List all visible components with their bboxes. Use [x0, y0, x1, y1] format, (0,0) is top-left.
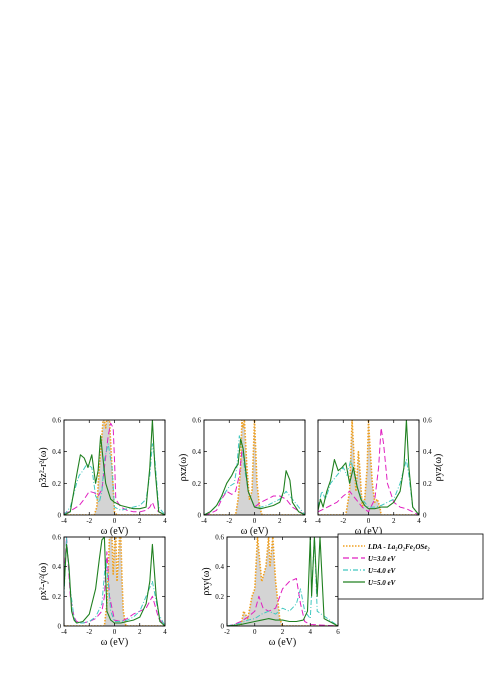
- y-tick-label: 0.2: [52, 593, 61, 601]
- x-axis-label: ω (eV): [269, 637, 296, 648]
- x-tick-label: 0: [253, 628, 257, 636]
- series-u5-line: [227, 537, 338, 626]
- legend-label-u5: U=5.0 eV: [368, 579, 397, 587]
- series-u3-line: [64, 422, 165, 515]
- series-u3-line: [227, 578, 338, 626]
- y-tick-label: 0.2: [52, 480, 61, 488]
- plot-area: [64, 537, 165, 626]
- y-tick-label: 0.2: [215, 593, 224, 601]
- x-tick-label: 2: [392, 517, 396, 525]
- series-u3-line: [64, 537, 165, 626]
- series-u5-line: [204, 438, 305, 515]
- y-tick-label: 0: [221, 623, 225, 631]
- legend-label-u3: U=3.0 eV: [368, 555, 397, 563]
- legend-label-u4: U=4.0 eV: [368, 567, 397, 575]
- x-axis-label: ω (eV): [101, 526, 128, 537]
- y-tick-label: 0.6: [52, 534, 61, 542]
- y-tick-label: 0.4: [192, 448, 201, 456]
- y-tick-label: 0: [58, 512, 62, 520]
- series-u4-line: [64, 537, 165, 626]
- x-tick-label: 0: [113, 517, 117, 525]
- y-tick-label: 0: [423, 512, 427, 520]
- y-tick-label: 0.4: [423, 448, 432, 456]
- panel-x2-y2: -4 -2 0 2 4 0 0.2 0.4 0.6 ω (eV) ρx²-y²(ω): [38, 534, 167, 649]
- x-tick-label: 4: [303, 517, 307, 525]
- series-lda-line: [64, 420, 165, 515]
- panel-xy: -2 0 2 4 600.20.40.6ω (eV)ρxy(ω): [201, 534, 340, 649]
- y-tick-label: 0.6: [52, 417, 61, 425]
- y-tick-label: 0.4: [52, 563, 61, 571]
- legend-label-lda: LDA - La₂O₂Fe₂OSe₂: [367, 543, 430, 551]
- x-tick-label: -2: [224, 628, 230, 636]
- series-u5-line: [64, 420, 165, 515]
- y-axis-label: ρyz(ω): [433, 454, 444, 482]
- y-tick-label: 0.4: [215, 563, 224, 571]
- x-tick-label: 4: [163, 517, 167, 525]
- y-axis-label: ρxz(ω): [178, 454, 189, 482]
- series-lda-line: [204, 420, 305, 515]
- series-lda-fill: [204, 420, 305, 515]
- plot-area: [64, 420, 165, 515]
- series-u4-line: [204, 435, 305, 515]
- y-tick-label: 0: [58, 623, 62, 631]
- x-tick-label: -4: [61, 628, 67, 636]
- y-axis-label: ρx²-y²(ω): [38, 563, 49, 601]
- series-lda-line: [227, 537, 338, 626]
- panel-xz: -4 -2 0 2 4 0 0.2 0.4 0.6 ω (eV) ρxz(ω): [178, 417, 307, 538]
- y-tick-label: 0.2: [192, 480, 201, 488]
- x-tick-label: 2: [138, 628, 142, 636]
- y-tick-label: 0.6: [192, 417, 201, 425]
- x-tick-label: -4: [201, 517, 207, 525]
- y-tick-label: 0.6: [423, 417, 432, 425]
- panel-yz: -4 -2 0 2 400.20.40.6ω (eV)ρyz(ω): [315, 417, 444, 538]
- legend: LDA - La₂O₂Fe₂OSe₂ U=3.0 eV U=4.0 eV U=5…: [337, 533, 484, 600]
- x-tick-label: 2: [281, 628, 285, 636]
- x-tick-label: -2: [340, 517, 346, 525]
- y-tick-label: 0.4: [52, 448, 61, 456]
- x-tick-label: -4: [61, 517, 67, 525]
- x-axis-label: ω (eV): [241, 526, 268, 537]
- series-u4-line: [64, 443, 165, 515]
- y-tick-label: 0.6: [215, 534, 224, 542]
- x-tick-label: 4: [163, 628, 167, 636]
- legend-frame: [337, 533, 484, 600]
- x-tick-label: 0: [367, 517, 371, 525]
- x-tick-label: -4: [315, 517, 321, 525]
- x-axis-label: ω (eV): [101, 637, 128, 648]
- y-axis-label: ρ3z²-r²(ω): [38, 447, 49, 487]
- x-tick-label: 6: [336, 628, 340, 636]
- y-tick-label: 0.2: [423, 480, 432, 488]
- plot-area: [318, 420, 419, 515]
- x-tick-label: 4: [309, 628, 313, 636]
- x-axis-label: ω (eV): [355, 526, 382, 537]
- y-axis-label: ρxy(ω): [201, 567, 212, 595]
- x-tick-label: 0: [113, 628, 117, 636]
- panel-3z2-r2: -4 -2 0 2 4 0 0.2 0.4 0.6 ω (eV) ρ3z²-r²(ω): [38, 417, 167, 538]
- series-u5-line: [318, 420, 419, 515]
- x-tick-label: -2: [226, 517, 232, 525]
- series-lda-fill: [64, 537, 165, 626]
- plot-area: [204, 420, 305, 515]
- series-u3-line: [318, 427, 419, 515]
- x-tick-label: -2: [86, 628, 92, 636]
- series-lda-fill: [318, 420, 419, 515]
- x-tick-label: 0: [253, 517, 257, 525]
- y-tick-label: 0: [198, 512, 202, 520]
- series-lda-line: [318, 420, 419, 515]
- x-tick-label: 2: [278, 517, 282, 525]
- x-tick-label: 2: [138, 517, 142, 525]
- x-tick-label: -2: [86, 517, 92, 525]
- x-tick-label: 4: [417, 517, 421, 525]
- series-u5-line: [64, 537, 165, 626]
- series-lda-fill: [227, 537, 338, 626]
- plot-area: [227, 537, 338, 626]
